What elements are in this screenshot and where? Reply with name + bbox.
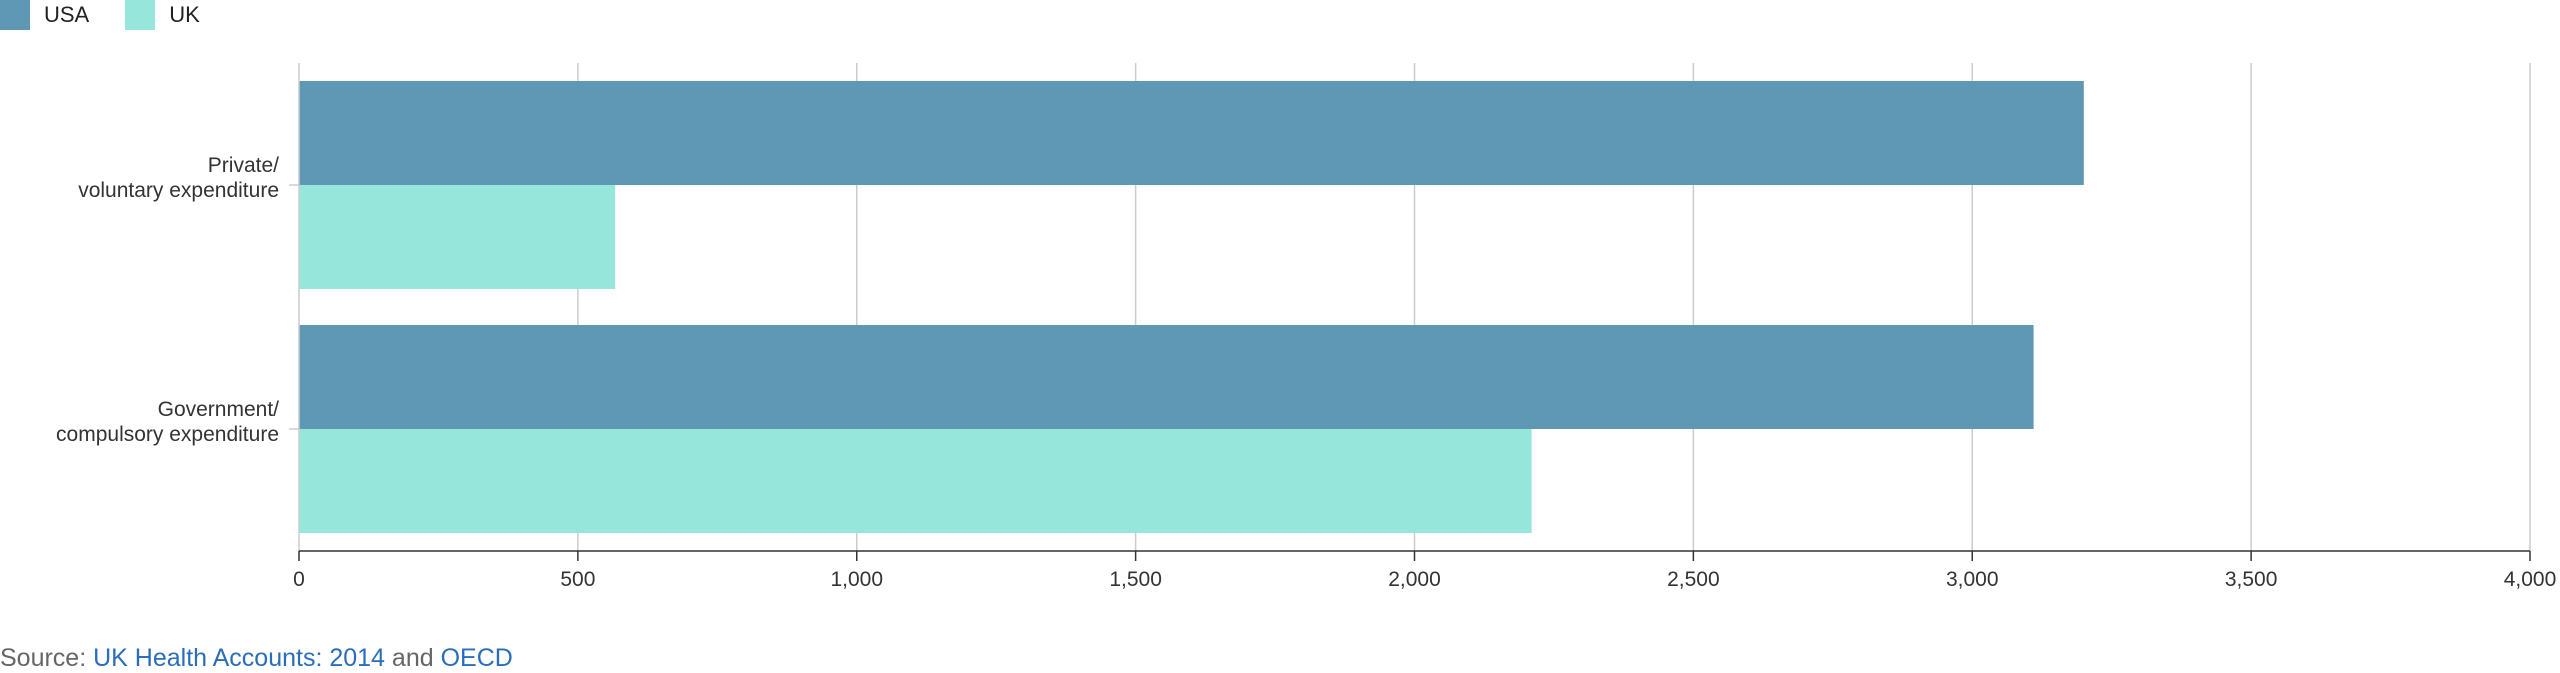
x-tick-label-3000: 3,000: [1946, 568, 1999, 591]
category-label-line: Government/: [158, 398, 280, 421]
legend: USA UK: [0, 0, 236, 30]
source-link-uk-health-accounts[interactable]: UK Health Accounts: 2014: [93, 644, 385, 672]
category-label-line: compulsory expenditure: [56, 423, 279, 446]
bar-uk-private: [299, 185, 616, 289]
category-label-0: Private/voluntary expenditure: [78, 154, 279, 202]
legend-label-uk: UK: [169, 2, 200, 27]
category-label-line: Private/: [208, 154, 279, 177]
x-tick-label-500: 500: [560, 568, 595, 591]
source-link-oecd[interactable]: OECD: [440, 644, 513, 672]
x-tick-label-1000: 1,000: [830, 568, 883, 591]
legend-item-usa[interactable]: USA: [0, 0, 89, 30]
x-tick-label-4000: 4,000: [2504, 568, 2557, 591]
category-label-line: voluntary expenditure: [78, 179, 279, 202]
source-middle: and: [384, 644, 441, 672]
category-label-1: Government/compulsory expenditure: [56, 398, 279, 446]
bar-chart: Private/voluntary expenditure Government/…: [56, 63, 2557, 591]
bar-usa-government: [299, 325, 2034, 429]
legend-swatch-uk: [125, 0, 156, 30]
bar-uk-government: [299, 429, 1532, 533]
bar-usa-private: [299, 81, 2084, 185]
x-tick-label-2000: 2,000: [1388, 568, 1441, 591]
source-prefix: Source:: [0, 644, 94, 672]
source-note: Source: UK Health Accounts: 2014 and OEC…: [0, 644, 513, 673]
legend-item-uk[interactable]: UK: [125, 0, 200, 30]
legend-label-usa: USA: [44, 2, 90, 27]
x-tick-label-2500: 2,500: [1667, 568, 1720, 591]
x-tick-label-3500: 3,500: [2225, 568, 2278, 591]
legend-swatch-usa: [0, 0, 30, 30]
x-tick-label-0: 0: [293, 568, 305, 591]
x-tick-label-1500: 1,500: [1109, 568, 1162, 591]
